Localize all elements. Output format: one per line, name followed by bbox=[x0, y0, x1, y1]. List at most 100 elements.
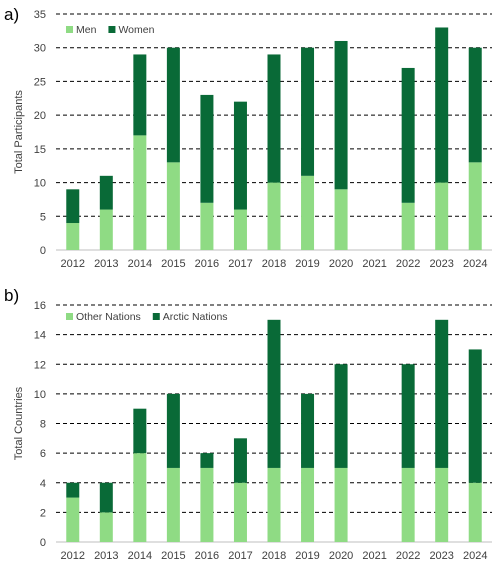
x-tick-label: 2021 bbox=[362, 550, 386, 562]
x-tick-label: 2018 bbox=[262, 258, 286, 270]
y-tick-label: 14 bbox=[34, 330, 46, 342]
bar-arctic-nations bbox=[468, 349, 482, 483]
bar-men bbox=[233, 209, 247, 250]
y-tick-label: 0 bbox=[40, 245, 46, 257]
x-tick-label: 2013 bbox=[94, 258, 118, 270]
bar-men bbox=[301, 175, 315, 250]
y-tick-label: 10 bbox=[34, 389, 46, 401]
x-tick-label: 2020 bbox=[329, 550, 353, 562]
y-tick-label: 8 bbox=[40, 419, 46, 431]
bar-arctic-nations bbox=[99, 482, 113, 513]
bar-arctic-nations bbox=[166, 393, 180, 468]
x-tick-label: 2012 bbox=[61, 258, 85, 270]
y-tick-label: 30 bbox=[34, 43, 46, 55]
bar-arctic-nations bbox=[133, 408, 147, 454]
bar-men bbox=[401, 202, 415, 250]
bar-arctic-nations bbox=[301, 393, 315, 468]
legend-label: Women bbox=[118, 24, 154, 36]
legend-label: Men bbox=[76, 24, 97, 36]
x-tick-label: 2019 bbox=[295, 550, 319, 562]
bar-other-nations bbox=[468, 482, 482, 542]
x-tick-label: 2023 bbox=[429, 550, 453, 562]
x-tick-label: 2015 bbox=[161, 258, 185, 270]
x-tick-label: 2023 bbox=[429, 258, 453, 270]
bar-men bbox=[435, 182, 449, 250]
y-tick-label: 25 bbox=[34, 76, 46, 88]
x-tick-label: 2019 bbox=[295, 258, 319, 270]
bar-other-nations bbox=[435, 467, 449, 542]
bar-women bbox=[468, 47, 482, 163]
bar-women bbox=[233, 101, 247, 210]
panel-tag: a) bbox=[4, 5, 19, 24]
bar-women bbox=[200, 94, 214, 203]
x-tick-label: 2022 bbox=[396, 550, 420, 562]
bar-men bbox=[468, 162, 482, 250]
x-tick-label: 2016 bbox=[195, 550, 219, 562]
bar-men bbox=[200, 202, 214, 250]
bar-women bbox=[267, 54, 281, 183]
x-tick-label: 2024 bbox=[463, 258, 487, 270]
bar-women bbox=[435, 27, 449, 183]
legend-label: Arctic Nations bbox=[163, 311, 228, 323]
y-tick-label: 10 bbox=[34, 178, 46, 190]
x-tick-label: 2020 bbox=[329, 258, 353, 270]
bar-other-nations bbox=[267, 467, 281, 542]
bar-other-nations bbox=[301, 467, 315, 542]
bar-other-nations bbox=[200, 467, 214, 542]
x-tick-label: 2017 bbox=[228, 258, 252, 270]
x-tick-label: 2013 bbox=[94, 550, 118, 562]
bar-arctic-nations bbox=[401, 364, 415, 468]
x-tick-label: 2012 bbox=[61, 550, 85, 562]
bar-arctic-nations bbox=[66, 482, 80, 498]
panel-tag: b) bbox=[4, 286, 19, 305]
bar-other-nations bbox=[401, 467, 415, 542]
bar-other-nations bbox=[233, 482, 247, 542]
x-tick-label: 2021 bbox=[362, 258, 386, 270]
bar-women bbox=[401, 67, 415, 203]
y-tick-label: 6 bbox=[40, 448, 46, 460]
bar-women bbox=[166, 47, 180, 163]
y-tick-label: 4 bbox=[40, 478, 46, 490]
bar-arctic-nations bbox=[267, 319, 281, 468]
y-tick-label: 5 bbox=[40, 211, 46, 223]
y-tick-label: 0 bbox=[40, 537, 46, 549]
bar-arctic-nations bbox=[200, 453, 214, 468]
x-tick-label: 2014 bbox=[128, 258, 152, 270]
legend-swatch bbox=[152, 313, 160, 320]
x-tick-label: 2015 bbox=[161, 550, 185, 562]
bar-other-nations bbox=[99, 512, 113, 542]
bar-other-nations bbox=[166, 467, 180, 542]
y-axis-label: Total Participants bbox=[13, 90, 25, 174]
bar-women bbox=[301, 47, 315, 176]
y-tick-label: 35 bbox=[34, 9, 46, 21]
bar-arctic-nations bbox=[233, 438, 247, 483]
x-tick-label: 2016 bbox=[195, 258, 219, 270]
bar-men bbox=[99, 209, 113, 250]
chart-panel-1: b) 0 2 4 6 8 10 12 14 16 Total Countries 2012 2013 20… bbox=[4, 286, 492, 562]
bar-women bbox=[99, 175, 113, 210]
bar-men bbox=[66, 223, 80, 250]
y-axis-label: Total Countries bbox=[13, 386, 25, 460]
bar-other-nations bbox=[334, 467, 348, 542]
y-tick-label: 15 bbox=[34, 144, 46, 156]
y-tick-label: 20 bbox=[34, 110, 46, 122]
bar-women bbox=[334, 40, 348, 190]
bar-men bbox=[334, 189, 348, 250]
chart-panel-0: a) 0 5 10 15 20 25 30 35 Total Participants 2012 20… bbox=[4, 5, 492, 270]
bar-arctic-nations bbox=[334, 364, 348, 468]
y-tick-label: 2 bbox=[40, 507, 46, 519]
bar-men bbox=[166, 162, 180, 250]
legend-swatch bbox=[66, 313, 73, 320]
legend-label: Other Nations bbox=[76, 311, 141, 323]
x-tick-label: 2024 bbox=[463, 550, 487, 562]
legend-swatch bbox=[66, 26, 73, 33]
bar-women bbox=[133, 54, 147, 136]
bar-women bbox=[66, 189, 80, 224]
bar-other-nations bbox=[133, 453, 147, 542]
bar-men bbox=[267, 182, 281, 250]
legend-swatch bbox=[108, 26, 116, 33]
bar-men bbox=[133, 135, 147, 250]
x-tick-label: 2014 bbox=[128, 550, 152, 562]
x-tick-label: 2022 bbox=[396, 258, 420, 270]
